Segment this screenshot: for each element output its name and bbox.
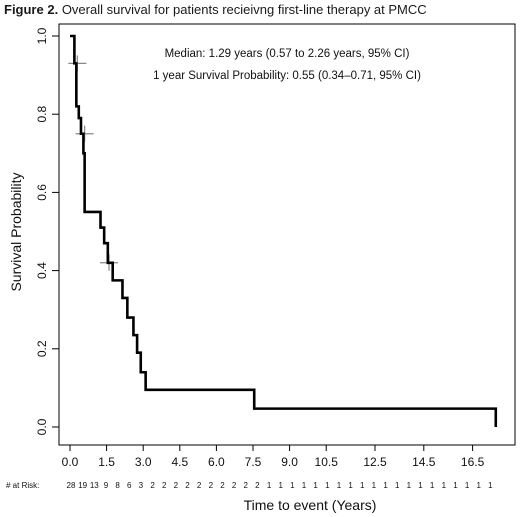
at-risk-count: 1 bbox=[337, 481, 342, 490]
at-risk-count: 13 bbox=[90, 481, 99, 490]
x-tick-label: 4.5 bbox=[171, 455, 188, 469]
at-risk-count: 1 bbox=[453, 481, 458, 490]
x-tick-label: 16.5 bbox=[461, 455, 485, 469]
at-risk-count: 1 bbox=[430, 481, 435, 490]
figure-title: Overall survival for patients recieivng … bbox=[61, 2, 427, 17]
at-risk-count: 1 bbox=[313, 481, 318, 490]
at-risk-count: 2 bbox=[209, 481, 214, 490]
one-year-survival-annotation: 1 year Survival Probability: 0.55 (0.34–… bbox=[153, 70, 421, 82]
at-risk-count: 1 bbox=[267, 481, 272, 490]
x-tick-label: 0.0 bbox=[62, 455, 79, 469]
figure-caption: Figure 2. Overall survival for patients … bbox=[4, 2, 427, 17]
y-tick-label: 0.0 bbox=[35, 418, 49, 435]
at-risk-count: 19 bbox=[78, 481, 87, 490]
at-risk-count: 1 bbox=[465, 481, 470, 490]
y-tick-label: 0.4 bbox=[35, 262, 49, 279]
x-tick-label: 14.5 bbox=[412, 455, 436, 469]
y-tick-label: 0.8 bbox=[35, 106, 49, 123]
at-risk-count: 2 bbox=[197, 481, 202, 490]
at-risk-count: 2 bbox=[162, 481, 167, 490]
at-risk-count: 1 bbox=[290, 481, 295, 490]
at-risk-counts: 28 19 13 9 8 6 3 2 2 2 2 2 2 2 2 2 2 1 1 1 1 1 1 1 1 1 1 1 1 1 1 1 1 1 1 1 1 bbox=[67, 481, 494, 490]
at-risk-count: 2 bbox=[150, 481, 155, 490]
at-risk-count: 1 bbox=[407, 481, 412, 490]
at-risk-count: 1 bbox=[477, 481, 482, 490]
at-risk-count: 1 bbox=[278, 481, 283, 490]
at-risk-count: 2 bbox=[232, 481, 237, 490]
x-axis: 0.0 1.5 3.0 4.5 6.0 7.5 9.0 10.5 12.5 14.5 16.5 bbox=[62, 445, 485, 469]
x-tick-label: 7.5 bbox=[245, 455, 262, 469]
at-risk-count: 8 bbox=[115, 481, 120, 490]
x-tick-label: 12.5 bbox=[363, 455, 387, 469]
at-risk-count: 2 bbox=[220, 481, 225, 490]
at-risk-count: 1 bbox=[383, 481, 388, 490]
y-axis: 0.0 0.2 0.4 0.6 0.8 1.0 bbox=[35, 27, 60, 435]
x-axis-label: Time to event (Years) bbox=[244, 497, 377, 513]
at-risk-count: 1 bbox=[372, 481, 377, 490]
x-tick-label: 3.0 bbox=[135, 455, 152, 469]
at-risk-count: 2 bbox=[185, 481, 190, 490]
at-risk-count: 9 bbox=[104, 481, 109, 490]
at-risk-count: 1 bbox=[325, 481, 330, 490]
x-tick-label: 6.0 bbox=[208, 455, 225, 469]
x-tick-label: 10.5 bbox=[315, 455, 339, 469]
y-axis-label: Survival Probability bbox=[8, 172, 24, 291]
y-tick-label: 0.6 bbox=[35, 184, 49, 201]
at-risk-count: 28 bbox=[67, 481, 76, 490]
at-risk-count: 2 bbox=[174, 481, 179, 490]
y-tick-label: 0.2 bbox=[35, 340, 49, 357]
at-risk-count: 1 bbox=[360, 481, 365, 490]
at-risk-count: 2 bbox=[255, 481, 260, 490]
x-tick-label: 9.0 bbox=[281, 455, 298, 469]
at-risk-label: # at Risk: bbox=[6, 481, 39, 490]
at-risk-count: 1 bbox=[442, 481, 447, 490]
at-risk-count: 1 bbox=[348, 481, 353, 490]
at-risk-count: 1 bbox=[488, 481, 493, 490]
y-tick-label: 1.0 bbox=[35, 27, 49, 44]
figure-label: Figure 2. bbox=[4, 2, 59, 17]
at-risk-count: 3 bbox=[139, 481, 144, 490]
median-annotation: Median: 1.29 years (0.57 to 2.26 years, … bbox=[165, 48, 410, 60]
at-risk-count: 2 bbox=[244, 481, 249, 490]
at-risk-count: 1 bbox=[302, 481, 307, 490]
at-risk-count: 1 bbox=[395, 481, 400, 490]
at-risk-count: 1 bbox=[418, 481, 423, 490]
at-risk-count: 6 bbox=[127, 481, 132, 490]
survival-curve bbox=[70, 34, 498, 427]
plot-frame bbox=[58, 23, 516, 446]
x-tick-label: 1.5 bbox=[98, 455, 115, 469]
